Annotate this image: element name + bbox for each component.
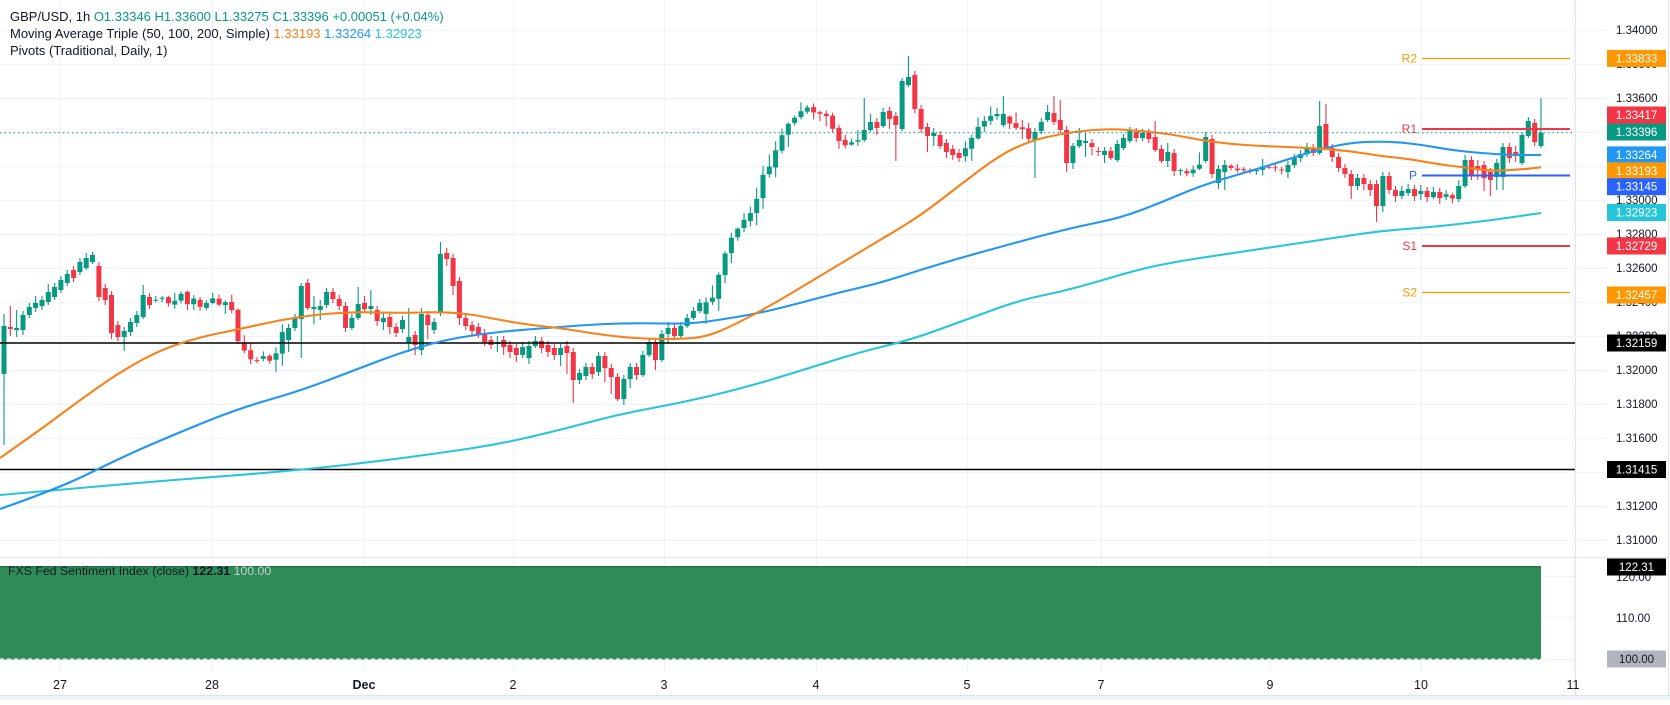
svg-text:27: 27 [53,678,67,692]
svg-text:28: 28 [205,678,219,692]
svg-text:1.33193: 1.33193 [1616,166,1658,178]
svg-text:1.33600: 1.33600 [1616,93,1658,105]
svg-text:1.33396: 1.33396 [1616,127,1658,139]
svg-text:122.31: 122.31 [1619,562,1654,574]
svg-text:R1: R1 [1402,122,1418,136]
svg-text:110.00: 110.00 [1616,613,1650,625]
svg-text:S1: S1 [1402,239,1417,253]
svg-text:1.33264: 1.33264 [1616,150,1658,162]
svg-text:100.00: 100.00 [1619,654,1654,666]
svg-text:1.31200: 1.31200 [1616,501,1658,513]
svg-text:4: 4 [813,678,820,692]
svg-text:1.31600: 1.31600 [1616,433,1658,445]
svg-text:Pivots (Traditional, Daily, 1): Pivots (Traditional, Daily, 1) [10,43,168,58]
svg-text:1.33417: 1.33417 [1616,110,1658,122]
svg-text:1.32729: 1.32729 [1616,241,1658,253]
svg-text:P: P [1409,169,1417,183]
svg-text:10: 10 [1414,678,1428,692]
svg-text:9: 9 [1267,678,1274,692]
svg-text:Dec: Dec [353,678,376,692]
svg-text:1.33145: 1.33145 [1616,182,1658,194]
svg-text:7: 7 [1098,678,1105,692]
svg-text:R2: R2 [1402,52,1418,66]
svg-text:1.31000: 1.31000 [1616,535,1658,547]
svg-text:1.31800: 1.31800 [1616,399,1658,411]
svg-text:FXS Fed Sentiment Index (close: FXS Fed Sentiment Index (close) 122.31 1… [8,564,271,578]
svg-text:1.31415: 1.31415 [1616,465,1658,477]
svg-text:S2: S2 [1402,286,1417,300]
svg-text:1.32159: 1.32159 [1616,338,1658,350]
svg-text:11: 11 [1567,678,1580,692]
svg-text:1.32000: 1.32000 [1616,365,1658,377]
svg-text:1.32600: 1.32600 [1616,263,1658,275]
svg-text:3: 3 [661,678,668,692]
svg-text:1.32923: 1.32923 [1616,208,1658,220]
svg-text:5: 5 [964,678,971,692]
svg-text:Moving Average Triple (50, 100: Moving Average Triple (50, 100, 200, Sim… [10,26,422,41]
svg-text:1.33833: 1.33833 [1616,53,1658,65]
svg-text:1.32457: 1.32457 [1616,290,1658,302]
svg-text:2: 2 [510,678,517,692]
svg-text:1.34000: 1.34000 [1616,25,1658,37]
svg-text:GBP/USD, 1h O1.33346 H1.33600: GBP/USD, 1h O1.33346 H1.33600 L1.33275 C… [10,9,444,24]
